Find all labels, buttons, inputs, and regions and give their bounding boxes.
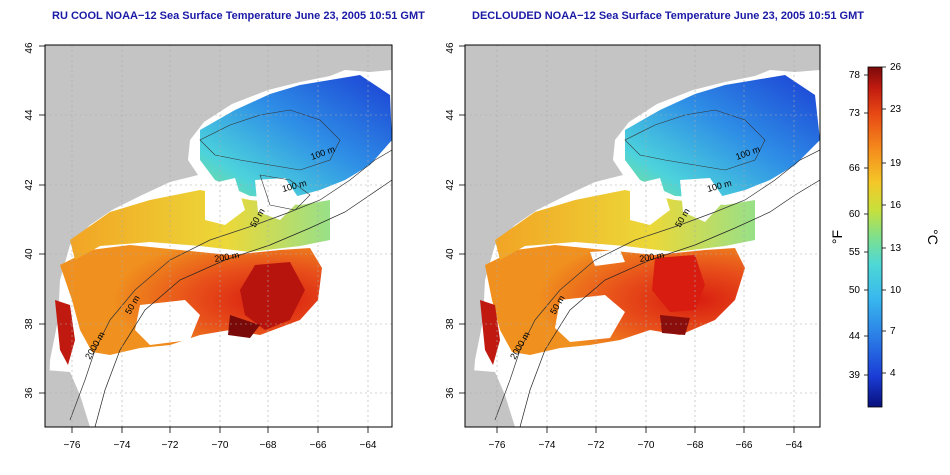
x-tick-label: −64 xyxy=(360,440,377,451)
coastline xyxy=(69,149,392,421)
land-mass xyxy=(465,45,820,427)
y-tick-label: 36 xyxy=(445,387,456,399)
map-frame xyxy=(44,44,393,428)
y-tick-label: 40 xyxy=(445,248,456,260)
map-frame xyxy=(464,44,821,428)
x-tick-label: −70 xyxy=(638,440,655,451)
celsius-tick: 13 xyxy=(890,243,902,254)
x-tick-label: −66 xyxy=(310,440,327,451)
colorbar-gradient xyxy=(867,66,883,408)
x-tick-label: −72 xyxy=(162,440,179,451)
map-grid xyxy=(465,45,820,427)
y-tick-label: 46 xyxy=(445,42,456,54)
fahrenheit-tick: 50 xyxy=(849,285,861,296)
y-tick-label: 44 xyxy=(445,109,456,121)
bathymetry-contour xyxy=(259,174,311,211)
land-mass-south xyxy=(45,370,90,427)
cloud-patch xyxy=(555,295,625,342)
sst-hot-core xyxy=(652,255,705,312)
celsius-tick: 26 xyxy=(890,62,902,73)
fahrenheit-axis-label: °F xyxy=(829,230,845,244)
coastline xyxy=(494,149,820,421)
sst-cold-region xyxy=(625,75,820,198)
map-title-right: DECLOUDED NOAA−12 Sea Surface Temperatur… xyxy=(472,10,864,22)
contour-label: 200 m xyxy=(214,250,240,264)
fahrenheit-tick: 60 xyxy=(849,209,861,220)
x-tick-label: −68 xyxy=(687,440,704,451)
map-grid xyxy=(45,45,392,427)
fahrenheit-tick: 66 xyxy=(849,163,861,174)
x-tick-label: −74 xyxy=(539,440,556,451)
land-mass xyxy=(45,45,392,427)
fahrenheit-tick: 55 xyxy=(849,247,861,258)
colorbar: 78 73 66 60 55 50 44 39 26 23 19 16 13 1… xyxy=(829,62,941,408)
x-tick-label: −64 xyxy=(786,440,803,451)
y-tick-label: 36 xyxy=(24,387,35,399)
cloud-patch xyxy=(630,178,670,225)
fahrenheit-tick: 39 xyxy=(849,370,861,381)
celsius-tick: 23 xyxy=(890,104,902,115)
bathymetry-contour xyxy=(624,109,766,171)
cloud-patch xyxy=(255,178,300,220)
y-tick-label: 46 xyxy=(24,42,35,54)
x-tick-label: −74 xyxy=(114,440,131,451)
cloud-patch xyxy=(205,178,245,225)
fahrenheit-tick: 73 xyxy=(849,108,861,119)
celsius-tick: 7 xyxy=(890,326,896,337)
cloud-patch xyxy=(680,178,725,222)
y-tick-label: 38 xyxy=(24,318,35,330)
y-tick-label: 38 xyxy=(445,318,456,330)
fahrenheit-tick: 44 xyxy=(849,331,861,342)
x-tick-label: −68 xyxy=(260,440,277,451)
y-tick-label: 40 xyxy=(24,248,35,260)
bathymetry-contour xyxy=(519,179,820,427)
cloud-patch xyxy=(135,300,200,345)
celsius-axis-label: °C xyxy=(925,229,941,245)
y-tick-label: 42 xyxy=(24,179,35,191)
map-title-left: RU COOL NOAA−12 Sea Surface Temperature … xyxy=(52,10,425,22)
y-tick-label: 42 xyxy=(445,179,456,191)
celsius-tick: 16 xyxy=(890,200,902,211)
celsius-tick: 19 xyxy=(890,158,902,169)
fahrenheit-tick: 78 xyxy=(849,70,861,81)
y-tick-label: 44 xyxy=(24,109,35,121)
contour-label: 200 m xyxy=(639,250,665,264)
sst-cold-region xyxy=(200,75,392,198)
x-tick-label: −66 xyxy=(736,440,753,451)
bathymetry-contour xyxy=(94,179,392,427)
x-tick-label: −72 xyxy=(588,440,605,451)
x-tick-label: −76 xyxy=(489,440,506,451)
bathymetry-contour xyxy=(199,109,341,171)
sst-hot-core xyxy=(240,262,305,330)
celsius-tick: 10 xyxy=(890,285,902,296)
x-tick-label: −70 xyxy=(212,440,229,451)
x-tick-label: −76 xyxy=(64,440,81,451)
celsius-tick: 4 xyxy=(890,368,896,379)
